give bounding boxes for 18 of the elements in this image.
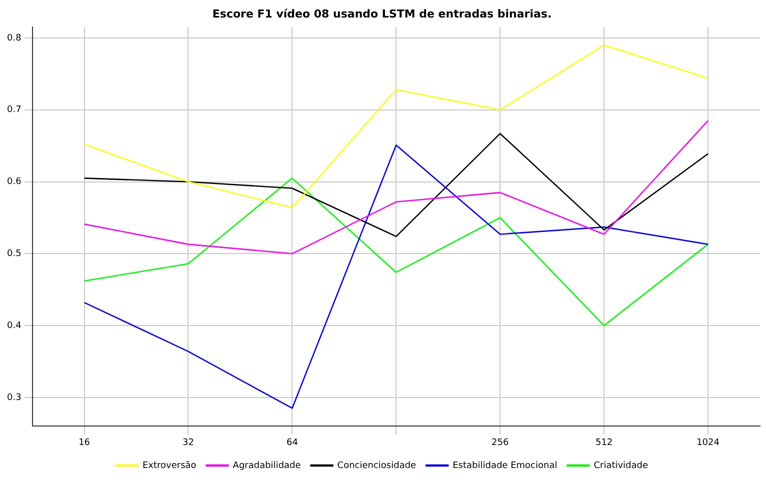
x-tick-label: 256 (492, 438, 509, 448)
legend-label: Estabilidade Emocional (452, 460, 558, 471)
x-tick-label: 32 (182, 438, 194, 448)
legend-label: Extroversão (142, 460, 197, 471)
x-tick-label: 512 (595, 438, 613, 448)
x-tick-label: 16 (78, 438, 90, 448)
y-tick-label: 0.8 (6, 33, 22, 44)
chart-title: Escore F1 vídeo 08 usando LSTM de entradas binarias. (212, 7, 552, 20)
y-tick-label: 0.6 (6, 177, 22, 188)
y-tick-label: 0.7 (6, 105, 22, 116)
legend-label: Criatividade (594, 460, 648, 471)
y-tick-label: 0.4 (6, 320, 22, 331)
x-tick-label: 1024 (696, 438, 720, 448)
y-tick-label: 0.3 (6, 392, 22, 403)
legend-label: Agradabilidade (232, 460, 302, 471)
legend-label: Concienciosidade (337, 460, 417, 471)
y-tick-label: 0.5 (6, 249, 22, 260)
x-tick-label: 64 (286, 438, 298, 448)
